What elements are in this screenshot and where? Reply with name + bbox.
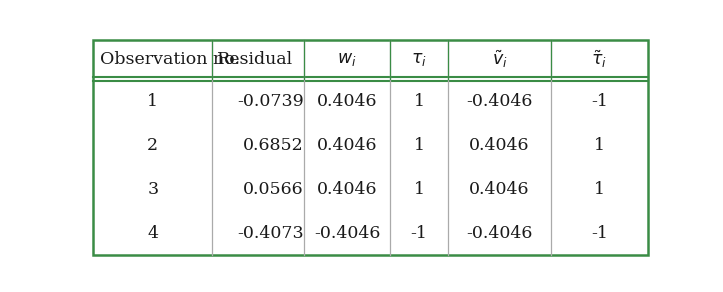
Text: 1: 1 xyxy=(414,137,424,154)
Text: 2: 2 xyxy=(147,137,158,154)
Text: 1: 1 xyxy=(594,181,605,198)
Text: -1: -1 xyxy=(411,225,427,242)
Text: $\tau_i$: $\tau_i$ xyxy=(411,51,427,68)
Text: -1: -1 xyxy=(591,225,608,242)
Text: -0.4046: -0.4046 xyxy=(466,225,533,242)
Text: Residual: Residual xyxy=(217,51,293,68)
Text: $\tilde{\tau}_i$: $\tilde{\tau}_i$ xyxy=(591,49,607,70)
Text: -1: -1 xyxy=(591,93,608,110)
Text: $\tilde{v}_i$: $\tilde{v}_i$ xyxy=(492,49,508,70)
Text: 3: 3 xyxy=(147,181,158,198)
Text: -0.0739: -0.0739 xyxy=(237,93,304,110)
Text: -0.4046: -0.4046 xyxy=(466,93,533,110)
Text: 1: 1 xyxy=(414,93,424,110)
Text: 0.6852: 0.6852 xyxy=(243,137,304,154)
Text: 0.4046: 0.4046 xyxy=(317,181,377,198)
Text: Observation no.: Observation no. xyxy=(100,51,240,68)
Text: -0.4046: -0.4046 xyxy=(314,225,380,242)
Text: 1: 1 xyxy=(594,137,605,154)
Text: $w_i$: $w_i$ xyxy=(337,51,356,68)
Text: 4: 4 xyxy=(147,225,158,242)
Text: -0.4073: -0.4073 xyxy=(237,225,304,242)
Text: 1: 1 xyxy=(414,181,424,198)
Text: 1: 1 xyxy=(147,93,158,110)
Text: 0.4046: 0.4046 xyxy=(469,137,530,154)
Text: 0.4046: 0.4046 xyxy=(317,137,377,154)
Text: 0.4046: 0.4046 xyxy=(317,93,377,110)
Text: 0.0566: 0.0566 xyxy=(244,181,304,198)
Text: 0.4046: 0.4046 xyxy=(469,181,530,198)
